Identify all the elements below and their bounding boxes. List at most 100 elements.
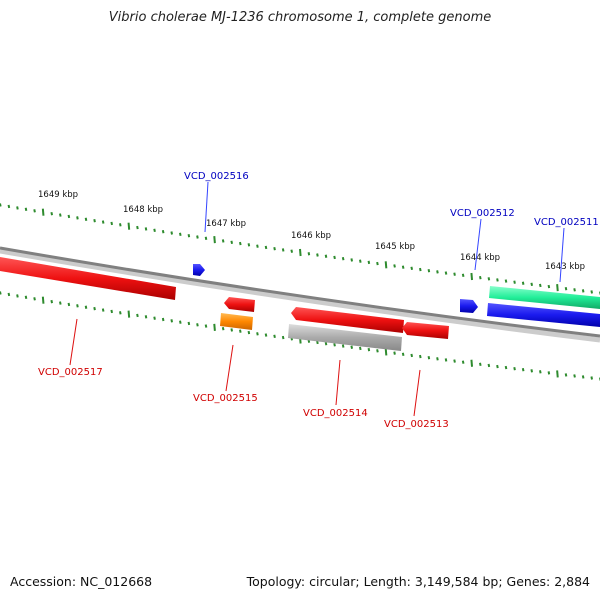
gene-orange[interactable] bbox=[220, 313, 253, 330]
major-tick bbox=[470, 359, 474, 367]
minor-tick bbox=[547, 284, 551, 289]
minor-tick bbox=[50, 299, 54, 304]
scale-label: 1648 kbp bbox=[123, 205, 163, 215]
minor-tick bbox=[239, 329, 242, 333]
minor-tick bbox=[101, 220, 105, 224]
major-tick bbox=[556, 370, 559, 378]
feature-label[interactable]: VCD_002514 bbox=[303, 408, 368, 419]
gene-VCD_002513[interactable] bbox=[402, 322, 449, 339]
gene-gray[interactable] bbox=[288, 324, 402, 351]
minor-tick bbox=[410, 353, 414, 358]
minor-tick bbox=[273, 247, 276, 251]
minor-tick bbox=[393, 351, 396, 355]
minor-tick bbox=[444, 271, 448, 275]
minor-tick bbox=[324, 341, 328, 346]
leader-line bbox=[335, 359, 341, 406]
minor-tick bbox=[530, 282, 534, 287]
minor-tick bbox=[521, 281, 525, 285]
minor-tick bbox=[410, 266, 414, 271]
major-tick bbox=[127, 310, 131, 318]
minor-tick bbox=[419, 354, 422, 359]
minor-tick bbox=[59, 301, 62, 305]
minor-tick bbox=[50, 211, 54, 216]
minor-tick bbox=[496, 278, 499, 282]
minor-tick bbox=[479, 275, 482, 280]
backbone-shadow bbox=[0, 248, 600, 343]
feature-label[interactable]: VCD_002515 bbox=[193, 393, 258, 404]
minor-tick bbox=[204, 236, 208, 241]
minor-tick bbox=[16, 294, 19, 298]
feature-label[interactable]: VCD_002512 bbox=[450, 208, 515, 219]
minor-tick bbox=[539, 370, 542, 374]
leader-line bbox=[69, 318, 78, 366]
minor-tick bbox=[427, 355, 431, 360]
minor-tick bbox=[110, 309, 114, 314]
minor-tick bbox=[161, 229, 165, 234]
minor-tick bbox=[136, 225, 139, 230]
minor-tick bbox=[7, 204, 11, 209]
minor-tick bbox=[230, 240, 234, 244]
major-tick bbox=[299, 248, 302, 257]
minor-tick bbox=[221, 326, 225, 331]
minor-tick bbox=[573, 288, 576, 292]
minor-tick bbox=[84, 217, 88, 221]
minor-tick bbox=[256, 332, 259, 336]
gene-VCD_002515[interactable] bbox=[224, 297, 255, 312]
minor-tick bbox=[256, 244, 259, 248]
minor-tick bbox=[401, 265, 405, 269]
gene-VCD_002511[interactable] bbox=[487, 303, 600, 327]
feature-label[interactable]: VCD_002511 bbox=[534, 217, 599, 228]
minor-tick bbox=[119, 223, 122, 227]
minor-tick bbox=[230, 328, 234, 332]
minor-tick bbox=[461, 273, 465, 278]
minor-tick bbox=[0, 203, 2, 207]
minor-tick bbox=[170, 319, 174, 323]
major-tick bbox=[556, 284, 559, 292]
minor-tick bbox=[453, 359, 456, 363]
minor-tick bbox=[136, 313, 139, 318]
feature-label[interactable]: VCD_002517 bbox=[38, 367, 103, 378]
minor-tick bbox=[179, 232, 182, 237]
minor-tick bbox=[436, 357, 439, 361]
minor-tick bbox=[581, 289, 585, 293]
minor-tick bbox=[496, 364, 499, 369]
minor-tick bbox=[0, 291, 2, 295]
minor-tick bbox=[513, 280, 516, 284]
minor-tick bbox=[487, 277, 491, 281]
major-tick bbox=[41, 208, 45, 216]
feature-label[interactable]: VCD_002516 bbox=[184, 171, 249, 182]
minor-tick bbox=[479, 362, 482, 367]
minor-tick bbox=[573, 374, 576, 378]
minor-tick bbox=[444, 358, 448, 362]
minor-tick bbox=[581, 375, 585, 379]
minor-tick bbox=[170, 231, 174, 235]
minor-tick bbox=[290, 249, 294, 253]
gene-VCD_002512[interactable] bbox=[460, 299, 478, 313]
scale-label: 1649 kbp bbox=[38, 190, 78, 200]
minor-tick bbox=[564, 373, 568, 377]
minor-tick bbox=[247, 330, 251, 335]
genome-summary-text: Topology: circular; Length: 3,149,584 bp… bbox=[246, 574, 590, 589]
scale-label: 1647 kbp bbox=[206, 219, 246, 229]
minor-tick bbox=[144, 315, 148, 319]
accession-text: Accession: NC_012668 bbox=[10, 574, 153, 589]
leader-line bbox=[474, 218, 482, 271]
minor-tick bbox=[316, 340, 319, 345]
feature-label[interactable]: VCD_002513 bbox=[384, 419, 449, 430]
minor-tick bbox=[59, 213, 62, 217]
minor-tick bbox=[419, 267, 422, 272]
gene-teal[interactable] bbox=[489, 286, 600, 309]
gene-VCD_002514[interactable] bbox=[291, 307, 404, 333]
minor-tick bbox=[350, 345, 354, 349]
minor-tick bbox=[436, 270, 439, 274]
major-tick bbox=[384, 261, 388, 269]
major-tick bbox=[470, 272, 474, 281]
minor-tick bbox=[153, 228, 156, 232]
minor-tick bbox=[333, 255, 336, 260]
scale-label: 1646 kbp bbox=[291, 231, 331, 241]
minor-tick bbox=[24, 207, 28, 212]
minor-tick bbox=[93, 218, 96, 223]
gene-VCD_002517[interactable] bbox=[0, 257, 176, 300]
gene-VCD_002516[interactable] bbox=[193, 264, 205, 276]
